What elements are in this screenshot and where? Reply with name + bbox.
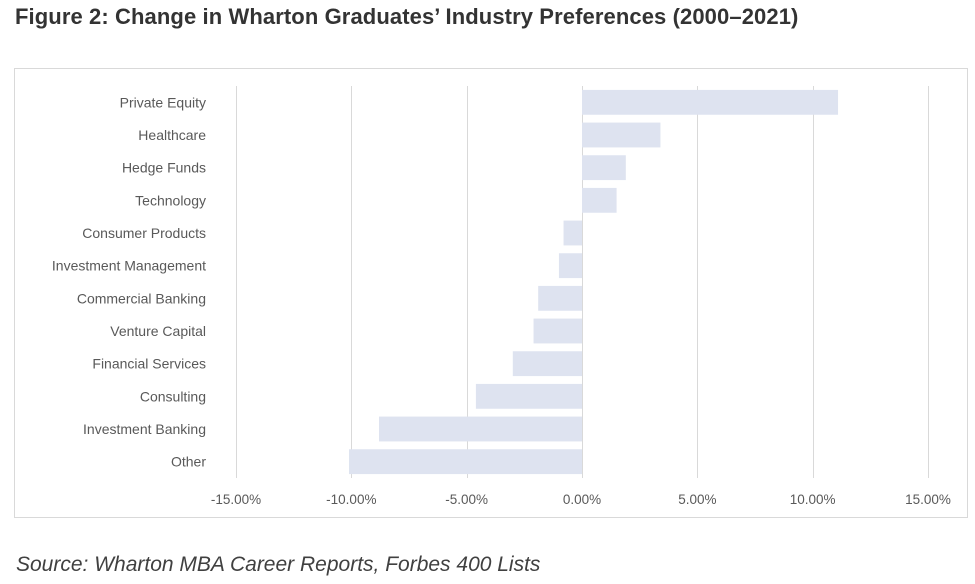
x-tick-labels: -15.00% -10.00% -5.00% 0.00% 5.00% 10.00% 15.0…	[211, 492, 951, 507]
figure-title: Figure 2: Change in Wharton Graduates’ I…	[15, 4, 799, 29]
x-tick-label: 15.00%	[905, 492, 951, 507]
category-label: Technology	[135, 192, 206, 208]
bar	[349, 449, 582, 475]
category-label: Investment Management	[52, 258, 206, 274]
category-label: Other	[171, 454, 206, 470]
chart-frame: Private Equity Healthcare Hedge Funds Techn…	[14, 68, 968, 518]
bar	[563, 220, 582, 246]
bar	[533, 318, 582, 344]
source-note: Source: Wharton MBA Career Reports, Forb…	[16, 553, 541, 576]
x-tick-label: 0.00%	[563, 492, 601, 507]
category-label: Financial Services	[92, 356, 206, 372]
x-tick-label: -15.00%	[211, 492, 261, 507]
category-label: Investment Banking	[83, 421, 206, 437]
category-label: Healthcare	[138, 127, 206, 143]
bar	[379, 416, 582, 442]
category-label: Private Equity	[120, 94, 206, 110]
x-tick-label: -5.00%	[445, 492, 488, 507]
category-label: Commercial Banking	[77, 290, 206, 306]
bar	[558, 253, 582, 279]
category-label: Venture Capital	[110, 323, 206, 339]
bar	[582, 122, 661, 148]
x-tick-label: -10.00%	[326, 492, 376, 507]
gridlines	[236, 86, 929, 478]
category-label: Hedge Funds	[122, 160, 206, 176]
category-label: Consumer Products	[82, 225, 206, 241]
bars	[349, 89, 839, 475]
bar	[582, 155, 626, 181]
bar	[538, 285, 582, 311]
x-tick-label: 10.00%	[790, 492, 836, 507]
bar	[582, 187, 617, 213]
category-label: Consulting	[140, 388, 206, 404]
bar	[475, 383, 582, 409]
x-tick-label: 5.00%	[678, 492, 716, 507]
category-labels: Private Equity Healthcare Hedge Funds Techn…	[52, 94, 206, 469]
bar	[582, 89, 839, 115]
bar	[512, 351, 582, 377]
bar-chart: Private Equity Healthcare Hedge Funds Techn…	[52, 86, 951, 507]
